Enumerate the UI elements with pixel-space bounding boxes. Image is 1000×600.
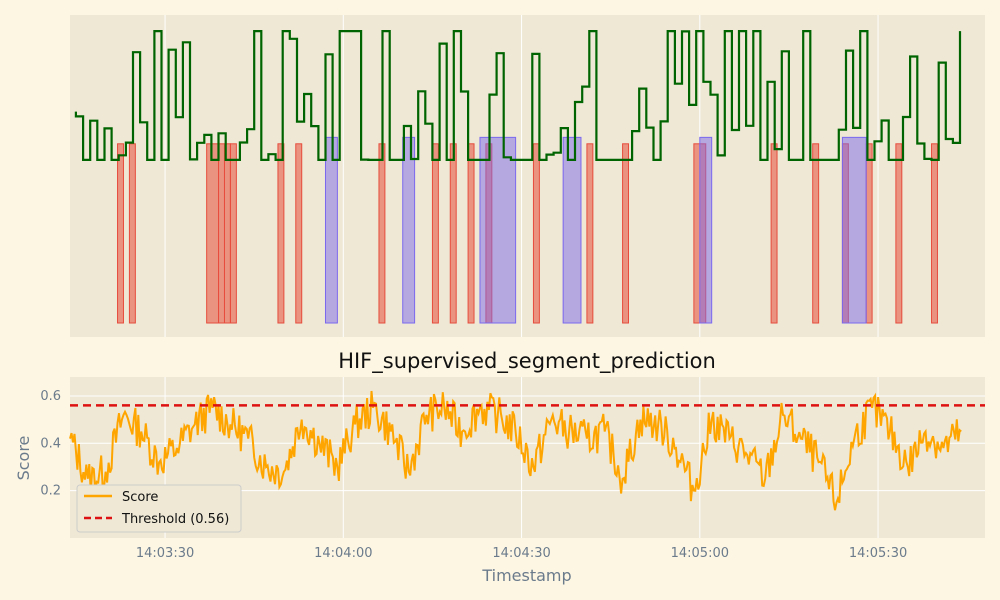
x-tick-label: 14:04:30 — [492, 546, 550, 561]
label-segment — [467, 143, 475, 324]
label-segment — [931, 143, 938, 324]
x-tick-label: 14:04:00 — [314, 546, 372, 561]
x-axis-label: Timestamp — [481, 566, 571, 585]
label-segment — [128, 143, 136, 324]
y-tick-label: 0.6 — [40, 389, 61, 404]
label-segment — [223, 143, 231, 324]
predicted-segment — [562, 136, 582, 324]
label-segment — [812, 143, 820, 324]
chart-title: HIF_supervised_segment_prediction — [338, 349, 716, 374]
predicted-segment — [402, 136, 416, 324]
signal-line-group — [74, 30, 962, 161]
label-segment — [431, 143, 439, 324]
label-segment — [449, 143, 457, 324]
score-line-group — [69, 390, 985, 511]
label-segment — [532, 143, 540, 324]
signal-line — [74, 30, 962, 161]
predicted-segment — [479, 136, 517, 324]
label-segment — [622, 143, 630, 324]
predicted-segments — [324, 136, 867, 324]
x-tick-label: 14:05:30 — [849, 546, 907, 561]
label-segment — [295, 143, 303, 324]
predicted-segment — [841, 136, 867, 324]
predicted-segment — [699, 136, 713, 324]
label-segment — [378, 143, 386, 324]
label-segment — [117, 143, 124, 324]
y-axis-label: Score — [14, 436, 33, 481]
signal-panel — [70, 15, 985, 337]
label-segment — [770, 143, 778, 324]
label-segment — [865, 143, 873, 324]
label-segment — [586, 143, 594, 324]
label-segment — [277, 143, 285, 324]
label-segment — [229, 143, 237, 324]
y-tick-label: 0.2 — [40, 484, 61, 499]
x-tick-label: 14:05:00 — [671, 546, 729, 561]
x-tick-labels: 14:03:30 14:04:00 14:04:30 14:05:00 14:05:30 — [136, 546, 907, 561]
legend-threshold-label: Threshold (0.56) — [121, 512, 229, 527]
score-panel: 14:03:30 14:04:00 14:04:30 14:05:00 14:05:30… — [14, 377, 985, 585]
y-tick-labels: 0.2 0.4 0.6 — [40, 389, 61, 499]
label-segment — [218, 143, 225, 324]
label-segment — [206, 143, 220, 324]
y-tick-label: 0.4 — [40, 436, 61, 451]
predicted-segment — [324, 136, 338, 324]
legend-box — [76, 484, 242, 533]
legend-score-label: Score — [122, 490, 158, 505]
label-segment — [895, 143, 903, 324]
x-tick-label: 14:03:30 — [136, 546, 194, 561]
legend: Score Threshold (0.56) — [76, 484, 242, 533]
